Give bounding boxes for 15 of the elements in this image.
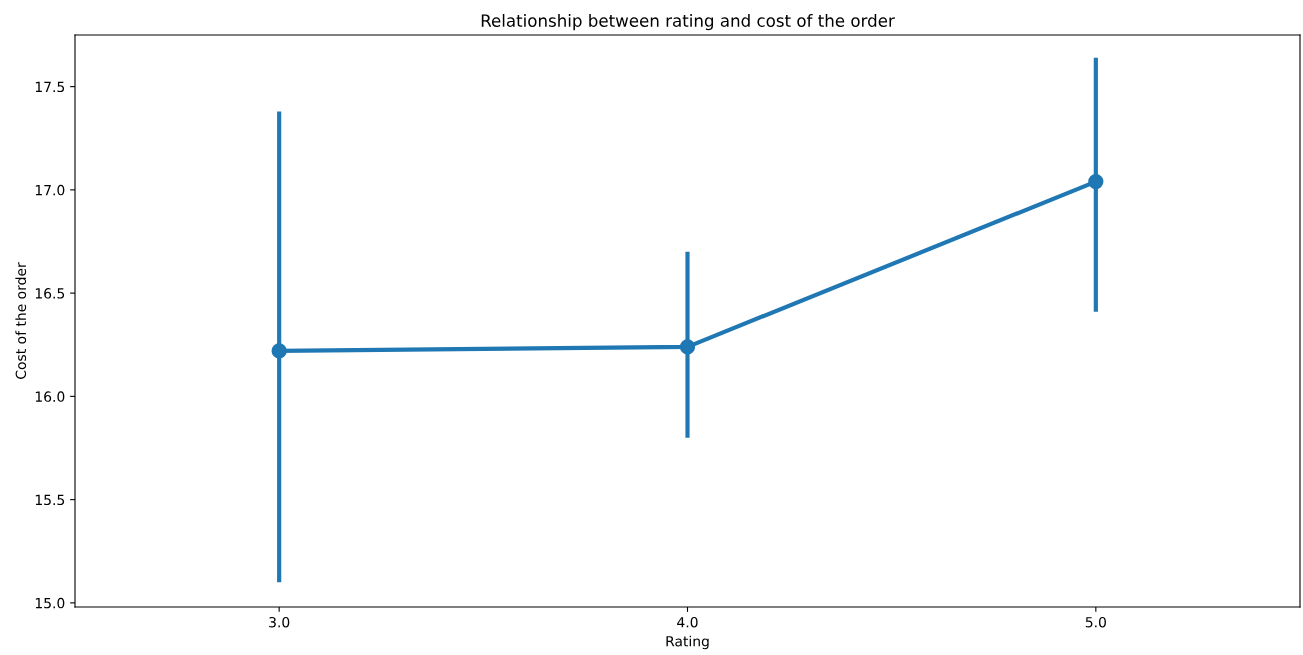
y-tick-label: 17.5	[35, 81, 65, 93]
x-tick-label: 5.0	[1085, 616, 1106, 628]
y-tick-label: 16.5	[35, 288, 65, 299]
x-tick-label: 3.0	[269, 616, 290, 628]
y-axis-title: Cost of the order	[15, 262, 27, 379]
x-tick-label: 4.0	[677, 616, 698, 628]
y-tick-label: 16.0	[35, 391, 65, 402]
y-tick-label: 15.5	[35, 494, 65, 506]
y-tick-label: 17.0	[35, 184, 65, 196]
point	[679, 339, 696, 355]
y-tick-label: 15.0	[35, 597, 65, 609]
point	[1088, 173, 1104, 190]
x-axis-title: Rating	[666, 635, 709, 650]
point	[271, 343, 287, 359]
chart-title: Relationship between rating and cost of the order	[481, 14, 895, 31]
